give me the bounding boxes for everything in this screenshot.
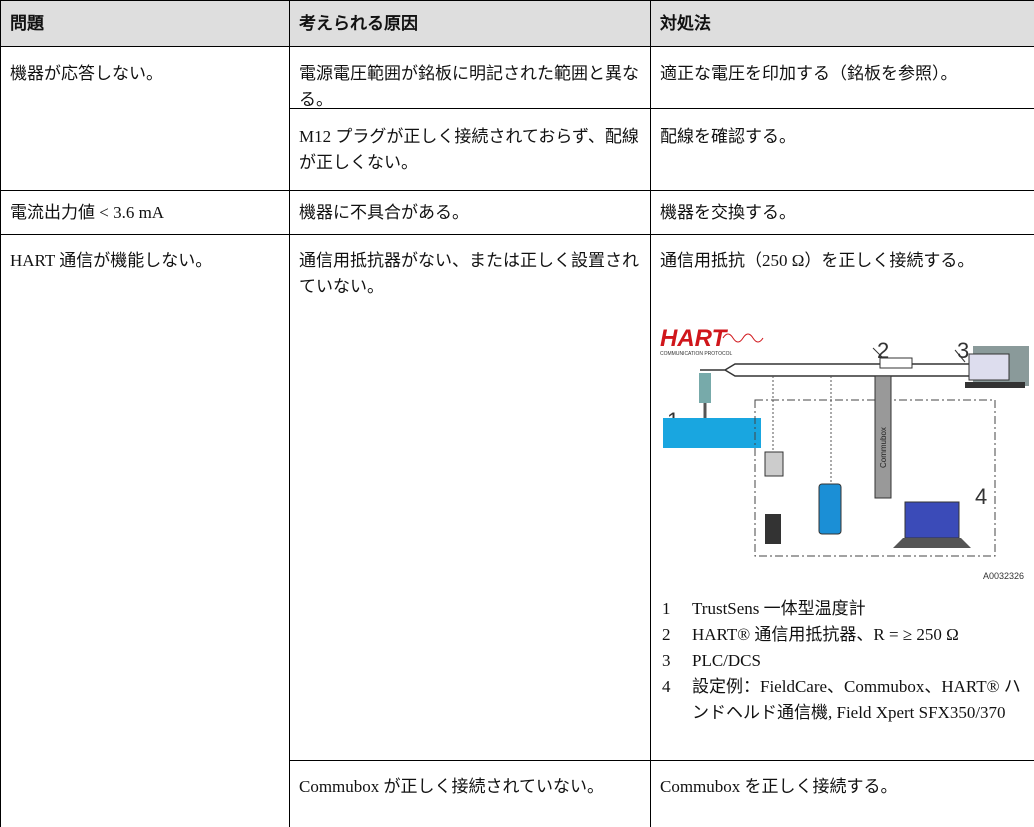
cause: 機器に不具合がある。	[299, 203, 469, 222]
callout-line	[872, 347, 884, 359]
remedy: 配線を確認する。	[660, 127, 796, 146]
callout: 2	[877, 338, 889, 363]
problem: 電流出力値 < 3.6 mA	[10, 203, 165, 222]
legend-text: HART® 通信用抵抗器、R = ≥ 250 Ω	[692, 625, 959, 644]
laptop	[904, 501, 960, 539]
border	[0, 46, 1034, 47]
border	[289, 108, 1034, 109]
monitor	[968, 353, 1010, 381]
legend-text: 設定例：FieldCare、Commubox、HART® ハンドヘルド通信機, …	[692, 677, 1021, 722]
border	[289, 760, 1034, 761]
cause: 電源電圧範囲が銘板に明記された範囲と異なる。	[299, 64, 639, 109]
callout: 3	[957, 338, 969, 363]
border	[0, 0, 1, 827]
logo-sub: COMMUNICATION PROTOCOL	[660, 351, 733, 357]
problem: HART 通信が機能しない。	[10, 251, 213, 270]
legend-text: TrustSens 一体型温度計	[692, 599, 866, 618]
laptop-base	[893, 538, 971, 548]
legend-num: 1	[662, 599, 671, 618]
legend-num: 3	[662, 651, 671, 670]
header-cell: 対処法	[660, 14, 711, 34]
phone	[765, 514, 781, 544]
sensor	[699, 373, 711, 403]
border	[0, 190, 1034, 191]
code: A0032326	[983, 571, 1024, 581]
commubox	[874, 375, 892, 499]
cause: Commubox が正しく接続されていない。	[299, 777, 605, 796]
border	[650, 0, 651, 827]
border	[0, 0, 1034, 1]
problem: 機器が応答しない。	[10, 64, 163, 83]
border	[0, 234, 1034, 235]
border	[289, 0, 290, 827]
callout: 4	[975, 484, 987, 509]
handheld	[818, 483, 842, 535]
remedy: 適正な電圧を印加する（銘板を参照）。	[660, 64, 958, 83]
callout-line	[954, 349, 966, 363]
hart-diagram: HART COMMUNICATION PROTOCOL 2 3 1 4 Comm…	[660, 325, 1029, 581]
remedy: Commubox を正しく接続する。	[660, 777, 898, 796]
legend-num: 2	[662, 625, 671, 644]
commubox-label: Commubox	[879, 427, 888, 468]
keyboard	[965, 382, 1025, 388]
header-bg	[1, 1, 1034, 46]
legend-num: 4	[662, 677, 671, 696]
resistor	[879, 357, 913, 369]
logo-wave	[722, 333, 764, 343]
header-cell: 考えられる原因	[299, 14, 418, 34]
remedy: 機器を交換する。	[660, 203, 796, 222]
wire	[700, 363, 975, 377]
header-cell: 問題	[10, 14, 44, 34]
remedy: 通信用抵抗（250 Ω）を正しく接続する。	[660, 251, 975, 270]
legend-text: PLC/DCS	[692, 651, 761, 670]
logo: HART	[660, 325, 729, 352]
cause: 通信用抵抗器がない、または正しく設置されていない。	[299, 251, 639, 296]
cause: M12 プラグが正しく接続されておらず、配線が正しくない。	[299, 127, 639, 172]
bluetooth	[764, 451, 784, 477]
pipe	[663, 418, 761, 448]
